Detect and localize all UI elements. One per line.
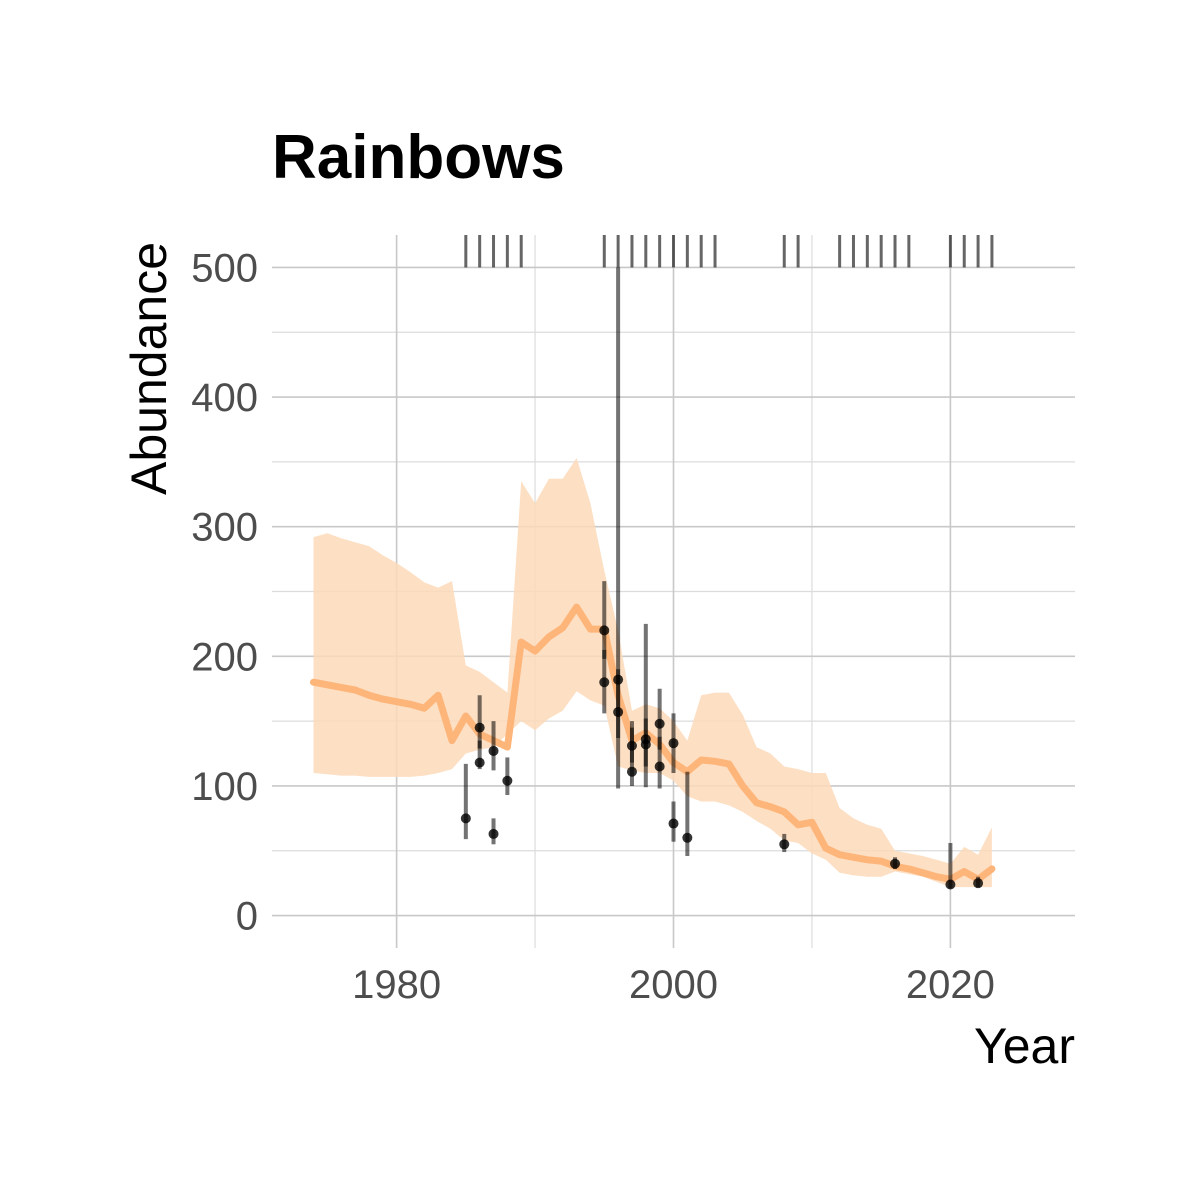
data-point [599,677,610,688]
y-tick-label: 300 [191,506,258,550]
data-point [654,761,665,772]
data-point [890,858,901,869]
data-point [626,766,637,777]
observation [945,842,956,890]
data-point [474,757,485,768]
x-tick-label: 2000 [629,963,718,1007]
y-axis-title: Abundance [121,242,177,495]
line-layer [310,603,996,883]
data-point [488,828,499,839]
tick-labels: 0 100 200 300 400 500 1980 2000 2020 [191,246,995,1007]
rug-layer [464,235,994,268]
observation [640,623,651,788]
x-axis-title: Year [974,1018,1075,1074]
observation [599,649,610,714]
data-point [779,839,790,850]
data-point [973,878,984,889]
observation [613,669,624,738]
observation [599,581,610,659]
observation [668,713,679,773]
data-point [502,775,513,786]
observation [460,763,471,840]
observation [488,818,499,845]
observation [474,695,485,749]
y-tick-label: 200 [191,635,258,679]
observation [779,833,790,853]
data-point [654,718,665,729]
data-point [474,722,485,733]
data-point [640,734,651,745]
observation [973,876,984,889]
data-point [613,707,624,718]
data-point [668,738,679,749]
data-point [488,745,499,756]
observation [654,736,665,789]
x-tick-label: 1980 [352,963,441,1007]
y-tick-label: 500 [191,246,258,290]
data-point [668,818,679,829]
x-tick-label: 2020 [906,963,995,1007]
data-point [599,625,610,636]
data-point [682,832,693,843]
chart-title: Rainbows [272,123,565,192]
ribbon-layer [313,458,992,888]
y-tick-label: 100 [191,765,258,809]
data-point [945,879,956,890]
observation [488,721,499,771]
confidence-ribbon [313,458,992,888]
observation [668,801,679,842]
observations-layer [460,267,984,890]
observation [502,757,513,796]
y-tick-label: 400 [191,376,258,420]
observation [890,857,901,869]
y-tick-label: 0 [236,895,258,939]
observation [626,721,637,786]
fitted-line [310,603,996,883]
observation [682,771,693,856]
data-point [460,813,471,824]
